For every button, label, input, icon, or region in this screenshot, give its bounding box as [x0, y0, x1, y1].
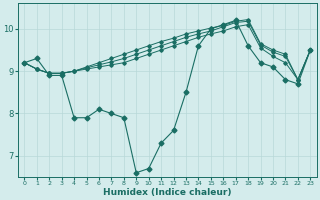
X-axis label: Humidex (Indice chaleur): Humidex (Indice chaleur): [103, 188, 232, 197]
